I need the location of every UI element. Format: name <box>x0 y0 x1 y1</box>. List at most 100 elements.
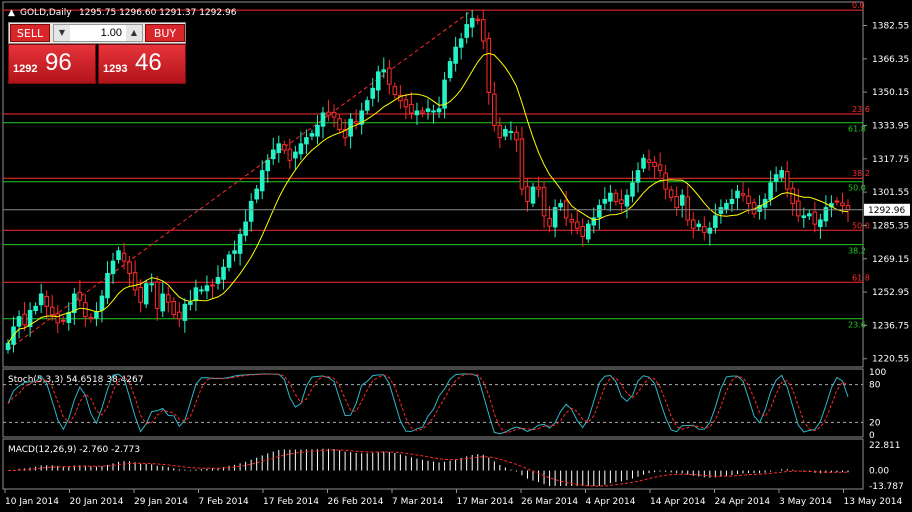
candle <box>77 280 83 307</box>
candle <box>613 189 619 206</box>
candle <box>243 209 248 242</box>
lot-increase-icon[interactable]: ▲ <box>126 25 142 41</box>
current-price-marker: 1292.96 <box>3 203 910 216</box>
sell-button[interactable]: SELL <box>10 24 50 42</box>
date-tick-label: 3 May 2014 <box>779 497 832 507</box>
candle <box>547 205 552 233</box>
stoch-tick-label: 0 <box>869 431 875 441</box>
candle <box>127 255 132 286</box>
candle <box>619 189 624 212</box>
candle <box>552 199 558 238</box>
candle <box>282 140 287 155</box>
stoch-signal-line <box>7 373 849 434</box>
macd-axis: 22.811 0.00 -13.787 <box>869 441 904 492</box>
candle <box>204 275 210 299</box>
date-tick-label: 24 Apr 2014 <box>715 497 771 507</box>
candle <box>199 285 204 295</box>
candle <box>171 297 177 319</box>
sell-price-button[interactable]: 1292 96 <box>8 44 96 84</box>
candle <box>646 149 652 171</box>
fibonacci-levels-green[interactable]: 61.8 50.0 38.2 23.6 <box>3 122 866 330</box>
date-tick-label: 26 Feb 2014 <box>328 497 384 507</box>
candle <box>823 195 829 227</box>
price-tick-label: 1220.55 <box>872 355 909 365</box>
candle <box>55 305 61 334</box>
candle <box>690 211 696 239</box>
price-tick-label: 1350.15 <box>872 88 909 98</box>
date-tick-label: 17 Feb 2014 <box>263 497 319 507</box>
stoch-main-line <box>7 373 849 435</box>
candle <box>773 166 779 192</box>
candle <box>740 181 746 202</box>
candle <box>359 102 364 135</box>
one-click-trading-panel: SELL ▼ ▲ BUY 1292 96 1293 46 <box>8 22 186 84</box>
candle <box>597 199 602 230</box>
fib-red-label: 50.0 <box>852 221 870 230</box>
lot-size-stepper[interactable]: ▼ ▲ <box>53 24 143 42</box>
stoch-axis: 100 80 20 0 <box>3 368 886 441</box>
candle <box>154 275 160 321</box>
trendline[interactable] <box>7 9 473 350</box>
candle <box>702 216 707 241</box>
candle <box>375 65 381 103</box>
candle <box>668 185 674 202</box>
lot-size-input[interactable] <box>72 25 124 41</box>
candle <box>807 209 812 220</box>
candle <box>420 106 425 118</box>
candle <box>160 281 166 318</box>
candle <box>60 316 66 325</box>
candle <box>464 12 469 44</box>
stoch-label: Stoch(5,3,3) 54.6518 38.4267 <box>8 375 143 385</box>
candle <box>265 154 271 183</box>
candle <box>458 32 464 60</box>
candle <box>138 279 143 313</box>
fib-green-label: 61.8 <box>848 125 866 134</box>
candle <box>652 156 657 179</box>
fib-red-label: 38.2 <box>852 169 870 178</box>
candle <box>453 36 458 72</box>
buy-price-pips: 46 <box>135 49 162 76</box>
candle <box>143 279 149 309</box>
candle <box>585 219 591 244</box>
date-tick-label: 7 Mar 2014 <box>392 497 444 507</box>
stoch-tick-label: 100 <box>869 368 886 378</box>
fib-red-label: 23.6 <box>852 105 870 114</box>
macd-pane-frame <box>2 438 864 490</box>
date-tick-label: 13 May 2014 <box>844 497 903 507</box>
candle <box>801 207 807 228</box>
candle <box>259 160 265 200</box>
candle <box>497 117 503 148</box>
buy-price-button[interactable]: 1293 46 <box>98 44 186 84</box>
candle <box>685 184 691 227</box>
candle <box>436 96 442 118</box>
fib-green-label: 23.6 <box>848 321 866 330</box>
candle <box>569 213 574 235</box>
candle <box>16 310 22 339</box>
candle <box>519 126 525 196</box>
fib-trendline <box>7 9 473 350</box>
date-tick-label: 14 Apr 2014 <box>650 497 706 507</box>
buy-button[interactable]: BUY <box>145 24 185 42</box>
candle <box>840 192 845 214</box>
price-tick-label: 1236.75 <box>872 321 909 331</box>
candle <box>525 178 530 212</box>
candle <box>232 240 237 262</box>
lot-decrease-icon[interactable]: ▼ <box>54 25 70 41</box>
candle <box>121 243 127 270</box>
candle <box>486 32 492 105</box>
candle <box>431 104 436 124</box>
current-price-label: 1292.96 <box>868 206 905 216</box>
candle <box>132 260 138 297</box>
chart-collapse-icon[interactable]: ▲ <box>8 8 15 18</box>
candle <box>729 189 735 212</box>
candle <box>309 129 315 141</box>
fib-red-label: 61.8 <box>852 273 870 282</box>
price-tick-label: 1333.95 <box>872 121 909 131</box>
candle <box>492 81 497 132</box>
candle <box>320 106 326 139</box>
price-tick-label: 1252.95 <box>872 288 909 298</box>
candle <box>298 131 304 160</box>
date-tick-label: 10 Jan 2014 <box>5 497 59 507</box>
candle <box>72 287 77 325</box>
